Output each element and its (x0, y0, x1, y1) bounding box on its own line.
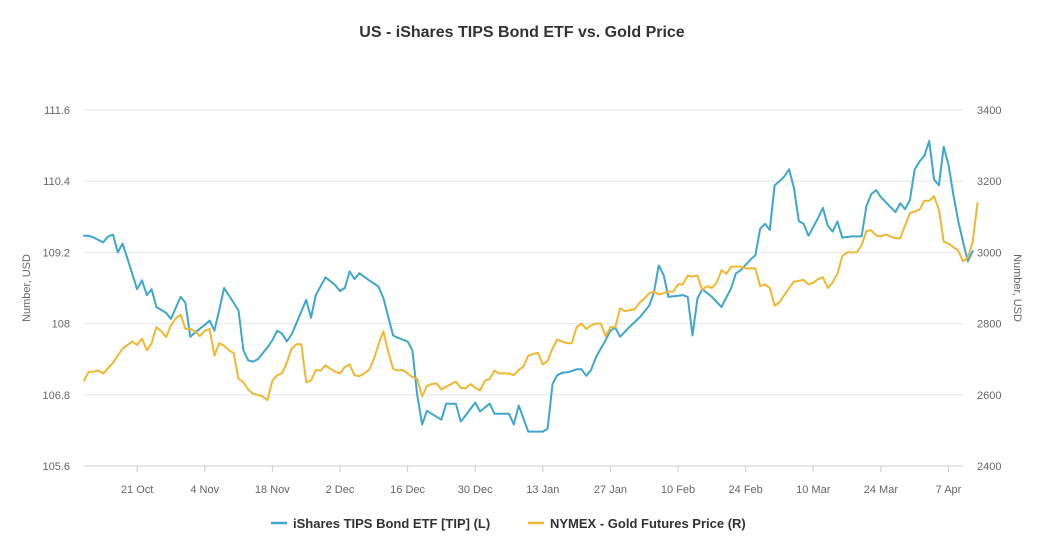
left-tick-label: 111.6 (44, 105, 70, 117)
x-tick-label: 4 Nov (190, 484, 219, 496)
series-line-gold[interactable] (83, 195, 979, 402)
series-line-tip[interactable] (83, 139, 974, 433)
x-tick-label: 30 Dec (458, 484, 493, 496)
x-tick-label: 24 Feb (729, 484, 763, 496)
x-tick-label: 21 Oct (121, 484, 153, 496)
x-tick-label: 2 Dec (326, 484, 355, 496)
legend-label-gold: NYMEX - Gold Futures Price (R) (550, 516, 746, 531)
gridlines (84, 109, 963, 396)
right-axis-title: Number, USD (1011, 254, 1023, 322)
right-tick-label: 3400 (977, 105, 1001, 117)
right-tick-label: 2600 (977, 390, 1001, 402)
x-tick-label: 7 Apr (936, 484, 962, 496)
left-tick-label: 106.8 (42, 390, 70, 402)
left-axis-title: Number, USD (21, 254, 33, 322)
x-tick-label: 10 Feb (661, 484, 695, 496)
right-tick-label: 2800 (977, 319, 1001, 331)
series-lines (83, 139, 979, 433)
x-tick-label: 27 Jan (594, 484, 627, 496)
x-tick-label: 13 Jan (526, 484, 559, 496)
x-axis-ticks: 21 Oct 4 Nov 18 Nov 2 Dec 16 Dec 30 Dec 13 Jan… (121, 466, 962, 496)
legend-item-tip[interactable]: iShares TIPS Bond ETF [TIP] (L) (271, 516, 490, 531)
left-tick-label: 109.2 (42, 247, 70, 259)
right-tick-label: 2400 (977, 461, 1001, 473)
x-tick-label: 24 Mar (864, 484, 899, 496)
x-tick-label: 10 Mar (796, 484, 831, 496)
left-axis-ticks: 105.6 106.8 108 109.2 110.4 111.6 (42, 105, 70, 473)
legend-label-tip: iShares TIPS Bond ETF [TIP] (L) (293, 516, 490, 531)
left-tick-label: 105.6 (42, 461, 70, 473)
left-tick-label: 108 (52, 319, 70, 331)
left-tick-label: 110.4 (43, 176, 70, 188)
chart-title: US - iShares TIPS Bond ETF vs. Gold Pric… (359, 24, 685, 41)
right-axis-ticks: 2400 2600 2800 3000 3200 3400 (977, 105, 1001, 473)
x-tick-label: 16 Dec (390, 484, 425, 496)
right-tick-label: 3200 (977, 176, 1001, 188)
legend-item-gold[interactable]: NYMEX - Gold Futures Price (R) (528, 516, 746, 531)
legend: iShares TIPS Bond ETF [TIP] (L) NYMEX - … (271, 516, 746, 531)
x-tick-label: 18 Nov (255, 484, 290, 496)
right-tick-label: 3000 (977, 247, 1001, 259)
